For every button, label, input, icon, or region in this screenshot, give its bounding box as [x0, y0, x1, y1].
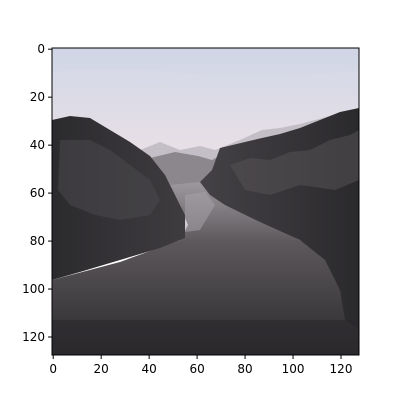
photo [52, 48, 359, 355]
right-cliff-texture [230, 130, 359, 195]
x-tick-label: 80 [237, 362, 252, 376]
y-tick-label: 0 [37, 42, 45, 56]
y-tick-label: 40 [30, 138, 45, 152]
y-tick-label: 60 [30, 186, 45, 200]
y-tick-label: 120 [22, 330, 45, 344]
x-axis-ticks: 0 20 40 60 80 100 120 [49, 355, 352, 376]
x-tick-label: 40 [141, 362, 156, 376]
foreground-water [52, 320, 359, 355]
cloud [52, 69, 359, 90]
x-tick-label: 120 [330, 362, 353, 376]
x-tick-label: 0 [49, 362, 57, 376]
y-axis-ticks: 0 20 40 60 80 100 120 [22, 42, 52, 344]
image-frame [51, 47, 360, 356]
y-tick-label: 100 [22, 282, 45, 296]
left-cliff-texture [58, 140, 160, 220]
water-highlight [185, 192, 215, 232]
y-tick-label: 80 [30, 234, 45, 248]
x-tick-label: 100 [282, 362, 305, 376]
y-tick-label: 20 [30, 90, 45, 104]
fjord-water [52, 182, 359, 355]
x-tick-label: 20 [94, 362, 109, 376]
x-tick-label: 60 [189, 362, 204, 376]
